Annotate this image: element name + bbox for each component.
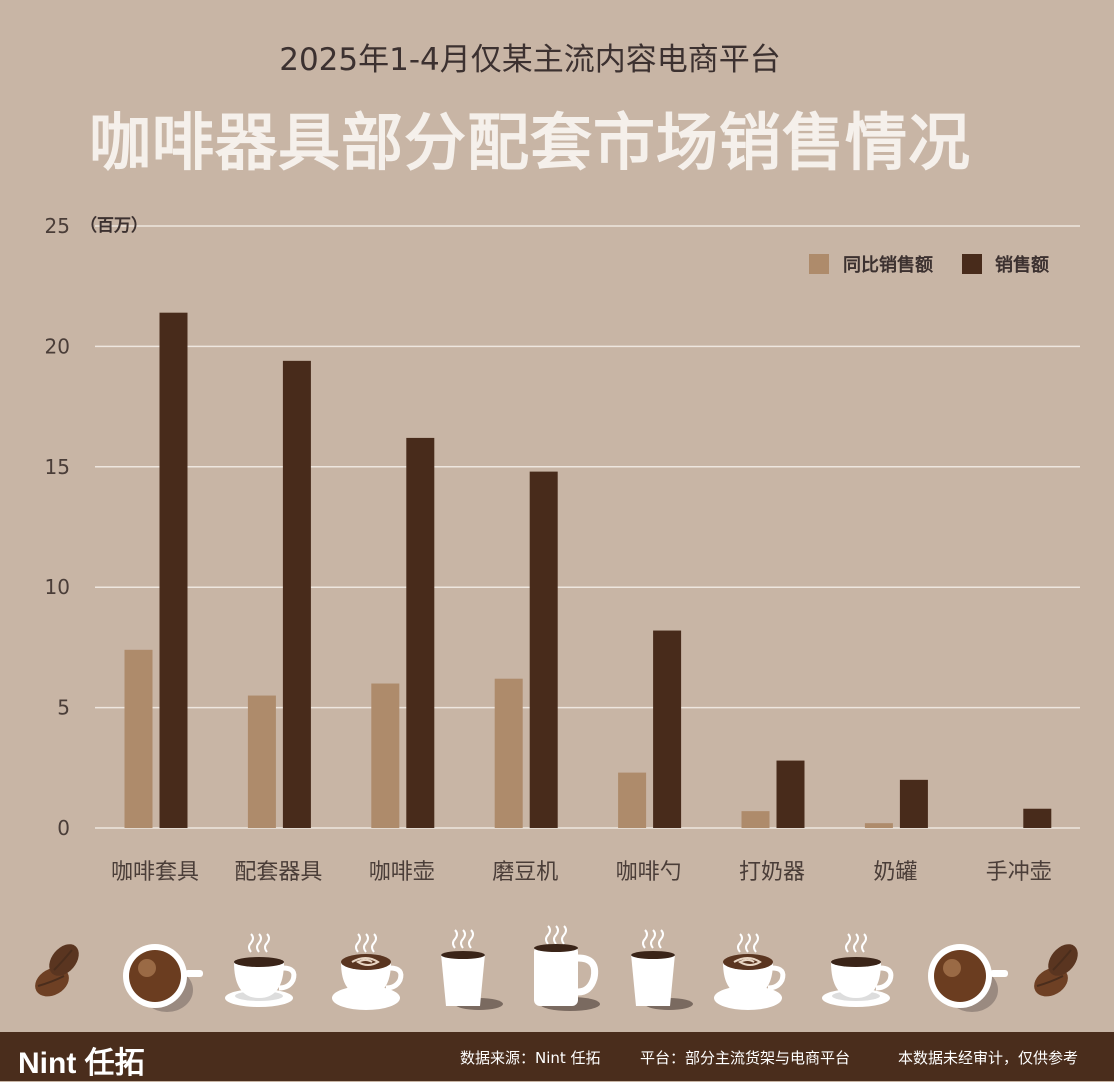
- bar-sales: [776, 760, 805, 828]
- bar-sales: [653, 630, 682, 828]
- bar-yoy: [494, 678, 523, 828]
- x-tick-label: 手冲壶: [986, 860, 1052, 885]
- latte-art-cup-icon: [714, 933, 786, 1010]
- bar-sales: [1023, 808, 1052, 828]
- x-tick-label: 咖啡勺: [616, 860, 682, 885]
- footer-source: 数据来源：Nint 任拓: [460, 1049, 601, 1067]
- bar-sales: [159, 312, 188, 828]
- coffee-cup-saucer-icon: [822, 933, 894, 1007]
- bar-sales: [406, 437, 435, 828]
- footer-platform: 平台：部分主流货架与电商平台: [640, 1049, 851, 1067]
- y-tick-label: 10: [45, 575, 70, 599]
- coffee-beans-icon: [35, 944, 79, 997]
- x-tick-label: 打奶器: [739, 860, 805, 885]
- bar-yoy: [741, 811, 770, 828]
- legend-swatch: [809, 254, 829, 274]
- y-unit-label: （百万）: [80, 215, 148, 236]
- coffee-cup-saucer-icon: [225, 933, 297, 1007]
- y-tick-label: 5: [57, 696, 70, 720]
- latte-art-cup-icon: [332, 933, 404, 1010]
- brand-logo: Nint 任拓: [18, 1047, 145, 1080]
- chart-subtitle: 2025年1-4月仅某主流内容电商平台: [279, 42, 781, 78]
- bar-yoy: [618, 772, 647, 828]
- bar-yoy: [124, 649, 153, 828]
- coffee-beans-icon: [1034, 944, 1078, 997]
- bar-yoy: [247, 695, 276, 828]
- bar-sales: [899, 779, 928, 828]
- x-tick-label: 咖啡套具: [111, 860, 199, 885]
- espresso-cup-top-icon: [928, 944, 1008, 1012]
- y-tick-label: 0: [57, 816, 70, 840]
- x-tick-label: 磨豆机: [492, 860, 558, 885]
- bar-yoy: [864, 823, 893, 828]
- y-axis: 0 5 10 15 20 25: [45, 214, 70, 840]
- footer-note: 本数据未经审计，仅供参考: [898, 1049, 1079, 1067]
- x-axis: 咖啡套具 配套器具 咖啡壶 磨豆机 咖啡勺 打奶器 奶罐 手冲壶: [111, 860, 1052, 885]
- legend-label: 同比销售额: [843, 254, 933, 276]
- y-tick-label: 20: [45, 334, 70, 358]
- x-tick-label: 配套器具: [234, 860, 322, 885]
- y-tick-label: 25: [45, 214, 70, 238]
- chart-title: 咖啡器具部分配套市场销售情况: [88, 106, 971, 179]
- paper-cup-icon: [631, 929, 693, 1010]
- bar-sales: [529, 471, 558, 828]
- espresso-cup-top-icon: [123, 944, 203, 1012]
- footer: Nint 任拓 数据来源：Nint 任拓 平台：部分主流货架与电商平台 本数据未…: [0, 1032, 1114, 1081]
- bar-yoy: [371, 683, 400, 828]
- coffee-icons-strip: [0, 920, 1114, 1030]
- bars: [124, 312, 1052, 828]
- paper-cup-icon: [441, 929, 503, 1010]
- bar-chart: 0 5 10 15 20 25 （百万） 咖啡套具 配套器具 咖啡壶 磨豆机 咖啡勺 打奶器 奶罐 手冲…: [45, 214, 1080, 885]
- bar-sales: [282, 360, 311, 828]
- x-tick-label: 咖啡壶: [369, 860, 435, 885]
- mug-icon: [534, 925, 600, 1011]
- x-tick-label: 奶罐: [873, 860, 917, 885]
- legend-swatch: [962, 254, 982, 274]
- legend: 同比销售额 销售额: [809, 254, 1049, 276]
- grid-lines: [95, 225, 1080, 829]
- legend-label: 销售额: [995, 254, 1049, 276]
- y-tick-label: 15: [45, 455, 70, 479]
